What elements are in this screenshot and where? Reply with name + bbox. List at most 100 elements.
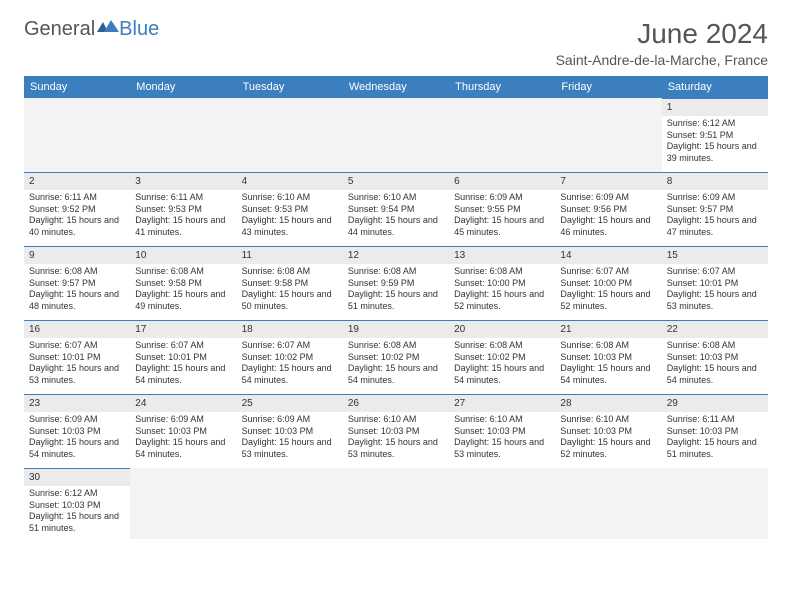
- sunset-line: Sunset: 9:58 PM: [242, 278, 338, 290]
- day-number: 14: [555, 246, 661, 264]
- sunrise-line: Sunrise: 6:09 AM: [560, 192, 656, 204]
- header: General Blue June 2024 Saint-Andre-de-la…: [24, 18, 768, 68]
- day-details: Sunrise: 6:11 AMSunset: 10:03 PMDaylight…: [662, 412, 768, 465]
- day-details: Sunrise: 6:08 AMSunset: 9:57 PMDaylight:…: [24, 264, 130, 317]
- empty-cell: [449, 98, 555, 172]
- sunset-line: Sunset: 10:01 PM: [135, 352, 231, 364]
- sunrise-line: Sunrise: 6:09 AM: [242, 414, 338, 426]
- sunset-line: Sunset: 10:01 PM: [667, 278, 763, 290]
- daylight-line: Daylight: 15 hours and 44 minutes.: [348, 215, 444, 238]
- sunset-line: Sunset: 9:51 PM: [667, 130, 763, 142]
- day-details: Sunrise: 6:10 AMSunset: 10:03 PMDaylight…: [555, 412, 661, 465]
- day-number: 8: [662, 172, 768, 190]
- sunset-line: Sunset: 10:03 PM: [29, 426, 125, 438]
- day-details: Sunrise: 6:11 AMSunset: 9:53 PMDaylight:…: [130, 190, 236, 243]
- daylight-line: Daylight: 15 hours and 41 minutes.: [135, 215, 231, 238]
- empty-cell: [237, 468, 343, 539]
- daylight-line: Daylight: 15 hours and 45 minutes.: [454, 215, 550, 238]
- sunset-line: Sunset: 10:03 PM: [454, 426, 550, 438]
- sunrise-line: Sunrise: 6:08 AM: [29, 266, 125, 278]
- empty-cell: [130, 98, 236, 172]
- daylight-line: Daylight: 15 hours and 54 minutes.: [454, 363, 550, 386]
- day-number: 17: [130, 320, 236, 338]
- day-number: 16: [24, 320, 130, 338]
- calendar-row: 30Sunrise: 6:12 AMSunset: 10:03 PMDaylig…: [24, 468, 768, 539]
- day-details: Sunrise: 6:08 AMSunset: 10:02 PMDaylight…: [449, 338, 555, 391]
- day-number: 13: [449, 246, 555, 264]
- sunset-line: Sunset: 10:02 PM: [242, 352, 338, 364]
- day-cell: 26Sunrise: 6:10 AMSunset: 10:03 PMDaylig…: [343, 394, 449, 468]
- sunset-line: Sunset: 10:03 PM: [242, 426, 338, 438]
- day-number: 9: [24, 246, 130, 264]
- day-cell: 9Sunrise: 6:08 AMSunset: 9:57 PMDaylight…: [24, 246, 130, 320]
- daylight-line: Daylight: 15 hours and 54 minutes.: [560, 363, 656, 386]
- calendar-header-row: SundayMondayTuesdayWednesdayThursdayFrid…: [24, 76, 768, 98]
- sunrise-line: Sunrise: 6:10 AM: [560, 414, 656, 426]
- day-cell: 20Sunrise: 6:08 AMSunset: 10:02 PMDaylig…: [449, 320, 555, 394]
- sunset-line: Sunset: 10:02 PM: [348, 352, 444, 364]
- sunset-line: Sunset: 10:03 PM: [135, 426, 231, 438]
- empty-cell: [237, 98, 343, 172]
- day-cell: 14Sunrise: 6:07 AMSunset: 10:00 PMDaylig…: [555, 246, 661, 320]
- day-number: 19: [343, 320, 449, 338]
- sunrise-line: Sunrise: 6:07 AM: [135, 340, 231, 352]
- day-number: 21: [555, 320, 661, 338]
- daylight-line: Daylight: 15 hours and 53 minutes.: [242, 437, 338, 460]
- day-cell: 15Sunrise: 6:07 AMSunset: 10:01 PMDaylig…: [662, 246, 768, 320]
- calendar-row: 9Sunrise: 6:08 AMSunset: 9:57 PMDaylight…: [24, 246, 768, 320]
- day-number: 24: [130, 394, 236, 412]
- day-cell: 22Sunrise: 6:08 AMSunset: 10:03 PMDaylig…: [662, 320, 768, 394]
- daylight-line: Daylight: 15 hours and 43 minutes.: [242, 215, 338, 238]
- daylight-line: Daylight: 15 hours and 53 minutes.: [29, 363, 125, 386]
- day-cell: 18Sunrise: 6:07 AMSunset: 10:02 PMDaylig…: [237, 320, 343, 394]
- sunrise-line: Sunrise: 6:09 AM: [667, 192, 763, 204]
- day-cell: 13Sunrise: 6:08 AMSunset: 10:00 PMDaylig…: [449, 246, 555, 320]
- weekday-header: Friday: [555, 76, 661, 98]
- empty-cell: [555, 98, 661, 172]
- day-details: Sunrise: 6:08 AMSunset: 10:03 PMDaylight…: [662, 338, 768, 391]
- day-details: Sunrise: 6:07 AMSunset: 10:00 PMDaylight…: [555, 264, 661, 317]
- daylight-line: Daylight: 15 hours and 52 minutes.: [454, 289, 550, 312]
- daylight-line: Daylight: 15 hours and 54 minutes.: [242, 363, 338, 386]
- sunrise-line: Sunrise: 6:11 AM: [135, 192, 231, 204]
- daylight-line: Daylight: 15 hours and 51 minutes.: [348, 289, 444, 312]
- day-details: Sunrise: 6:07 AMSunset: 10:02 PMDaylight…: [237, 338, 343, 391]
- day-cell: 21Sunrise: 6:08 AMSunset: 10:03 PMDaylig…: [555, 320, 661, 394]
- sunset-line: Sunset: 9:52 PM: [29, 204, 125, 216]
- day-number: 20: [449, 320, 555, 338]
- sunrise-line: Sunrise: 6:07 AM: [29, 340, 125, 352]
- sunrise-line: Sunrise: 6:08 AM: [667, 340, 763, 352]
- day-cell: 17Sunrise: 6:07 AMSunset: 10:01 PMDaylig…: [130, 320, 236, 394]
- day-number: 22: [662, 320, 768, 338]
- daylight-line: Daylight: 15 hours and 40 minutes.: [29, 215, 125, 238]
- empty-cell: [24, 98, 130, 172]
- daylight-line: Daylight: 15 hours and 53 minutes.: [667, 289, 763, 312]
- day-number: 12: [343, 246, 449, 264]
- sunrise-line: Sunrise: 6:08 AM: [348, 340, 444, 352]
- weekday-header: Thursday: [449, 76, 555, 98]
- sunrise-line: Sunrise: 6:07 AM: [667, 266, 763, 278]
- empty-cell: [555, 468, 661, 539]
- day-details: Sunrise: 6:09 AMSunset: 9:55 PMDaylight:…: [449, 190, 555, 243]
- sunrise-line: Sunrise: 6:07 AM: [560, 266, 656, 278]
- sunrise-line: Sunrise: 6:12 AM: [667, 118, 763, 130]
- day-details: Sunrise: 6:11 AMSunset: 9:52 PMDaylight:…: [24, 190, 130, 243]
- sunrise-line: Sunrise: 6:08 AM: [454, 340, 550, 352]
- day-details: Sunrise: 6:07 AMSunset: 10:01 PMDaylight…: [130, 338, 236, 391]
- sunset-line: Sunset: 9:57 PM: [667, 204, 763, 216]
- sunset-line: Sunset: 9:53 PM: [242, 204, 338, 216]
- sunrise-line: Sunrise: 6:07 AM: [242, 340, 338, 352]
- daylight-line: Daylight: 15 hours and 48 minutes.: [29, 289, 125, 312]
- weekday-header: Saturday: [662, 76, 768, 98]
- calendar-row: 1Sunrise: 6:12 AMSunset: 9:51 PMDaylight…: [24, 98, 768, 172]
- sunrise-line: Sunrise: 6:10 AM: [348, 414, 444, 426]
- day-details: Sunrise: 6:08 AMSunset: 9:58 PMDaylight:…: [130, 264, 236, 317]
- day-number: 3: [130, 172, 236, 190]
- sunrise-line: Sunrise: 6:10 AM: [454, 414, 550, 426]
- calendar-row: 2Sunrise: 6:11 AMSunset: 9:52 PMDaylight…: [24, 172, 768, 246]
- daylight-line: Daylight: 15 hours and 53 minutes.: [348, 437, 444, 460]
- day-cell: 12Sunrise: 6:08 AMSunset: 9:59 PMDayligh…: [343, 246, 449, 320]
- day-cell: 11Sunrise: 6:08 AMSunset: 9:58 PMDayligh…: [237, 246, 343, 320]
- sunset-line: Sunset: 9:54 PM: [348, 204, 444, 216]
- sunrise-line: Sunrise: 6:09 AM: [454, 192, 550, 204]
